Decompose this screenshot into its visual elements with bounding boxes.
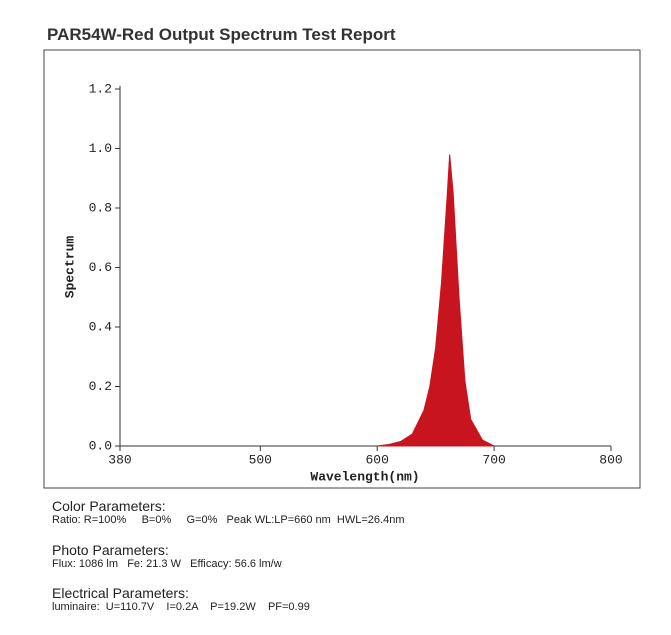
report-title: PAR54W-Red Output Spectrum Test Report: [47, 25, 396, 44]
chart: Wavelength(nm) Spectrum 0.0 0.2 0.4 0.6 0.8 1…: [43, 49, 641, 489]
y-tick-label: 1.0: [89, 141, 112, 156]
x-tick-label: 500: [249, 452, 272, 467]
x-tick-label: 700: [482, 452, 505, 467]
x-tick-label: 600: [365, 452, 388, 467]
x-tick-label: 800: [599, 452, 622, 467]
y-tick-label: 1.2: [89, 81, 112, 96]
spectrum-area: [377, 154, 495, 447]
section: Electrical Parameters: luminaire: U=110.7…: [52, 585, 310, 613]
section-heading: Electrical Parameters:: [52, 585, 189, 601]
y-tick-label: 0.0: [89, 438, 112, 453]
section-line: luminaire: U=110.7V I=0.2A P=19.2W PF=0.…: [52, 601, 310, 613]
section-line: Ratio: R=100% B=0% G=0% Peak WL:LP=660 n…: [52, 514, 405, 526]
section: Color Parameters: Ratio: R=100% B=0% G=0%…: [52, 498, 404, 526]
section: Photo Parameters: Flux: 1086 lm Fe: 21.3 …: [52, 542, 282, 570]
x-axis-label: Wavelength(nm): [310, 469, 419, 484]
section-heading: Photo Parameters:: [52, 542, 169, 558]
section-heading: Color Parameters:: [52, 498, 166, 514]
y-axis-label: Spectrum: [62, 236, 77, 299]
section-line: Flux: 1086 lm Fe: 21.3 W Efficacy: 56.6 …: [52, 558, 282, 570]
x-tick-label: 380: [108, 452, 131, 467]
y-tick-label: 0.6: [89, 260, 112, 275]
chart-frame: [43, 49, 641, 489]
y-tick-label: 0.8: [89, 200, 112, 215]
y-tick-label: 0.4: [89, 319, 113, 334]
y-tick-label: 0.2: [89, 379, 112, 394]
